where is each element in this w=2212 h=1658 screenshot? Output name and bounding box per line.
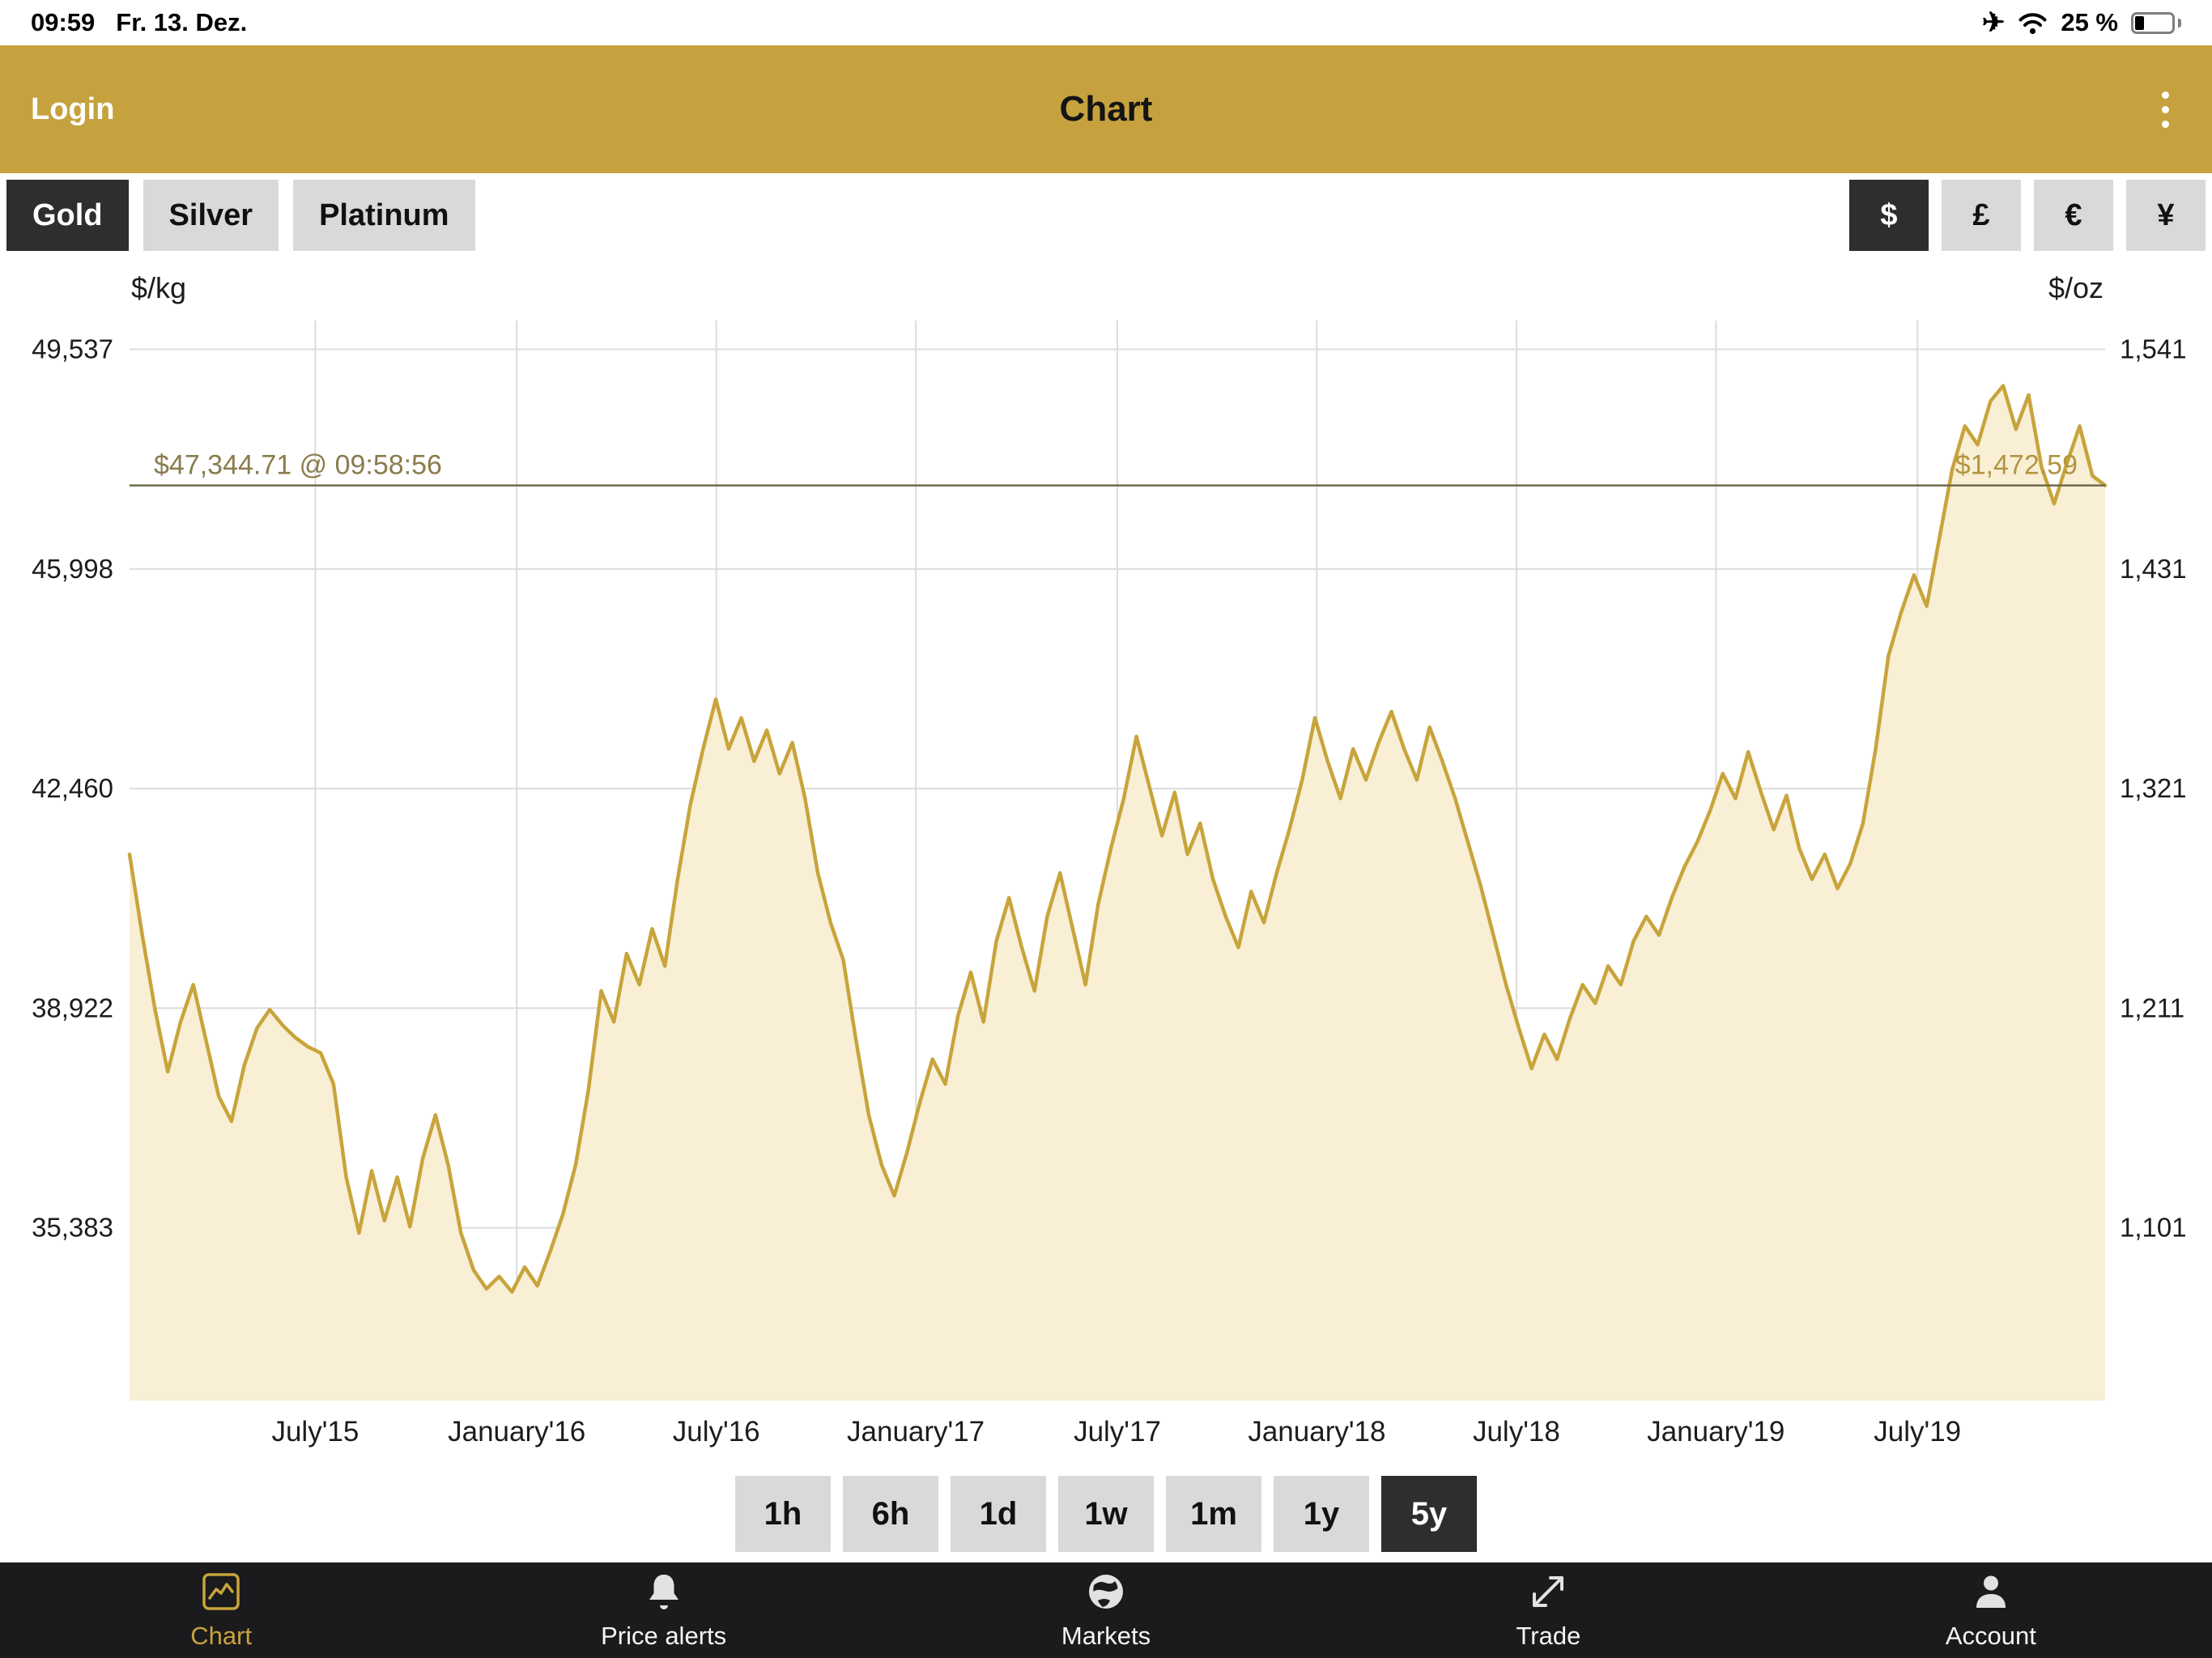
tab-price-alerts[interactable]: Price alerts xyxy=(442,1562,884,1658)
gold-price-chart[interactable]: 49,537 1,541 45,998 1,431 42,460 1,321 38,922 1… xyxy=(0,257,2212,1465)
svg-text:1,321: 1,321 xyxy=(2120,773,2187,803)
svg-text:1,541: 1,541 xyxy=(2120,334,2187,364)
price-line-series xyxy=(127,384,2108,1295)
menu-dot xyxy=(2161,91,2169,99)
tab-platinum[interactable]: Platinum xyxy=(293,180,475,251)
svg-text:$/oz: $/oz xyxy=(2048,271,2104,304)
menu-dot xyxy=(2161,105,2169,113)
bottom-tab-bar: Chart Price alerts Markets xyxy=(0,1562,2212,1658)
tab-chart-label: Chart xyxy=(190,1622,253,1650)
range-button-row: 1h 6h 1d 1w 1m 1y 5y xyxy=(0,1465,2212,1562)
svg-text:July'16: July'16 xyxy=(673,1416,760,1448)
range-1h-button[interactable]: 1h xyxy=(735,1476,831,1552)
clock: 09:59 xyxy=(31,8,96,36)
range-6h-button[interactable]: 6h xyxy=(843,1476,938,1552)
airplane-mode-icon: ✈ xyxy=(1981,7,2006,38)
tab-gold[interactable]: Gold xyxy=(6,180,129,251)
battery-percent: 25 % xyxy=(2061,8,2118,36)
svg-text:July'17: July'17 xyxy=(1074,1416,1161,1448)
tab-account-label: Account xyxy=(1945,1622,2036,1650)
svg-text:1,101: 1,101 xyxy=(2120,1213,2187,1243)
svg-text:45,998: 45,998 xyxy=(32,554,113,584)
page-title: Chart xyxy=(1059,89,1153,129)
person-icon xyxy=(1971,1570,2011,1613)
svg-text:January'16: January'16 xyxy=(448,1416,585,1448)
overflow-menu-button[interactable] xyxy=(2149,91,2181,128)
bell-icon xyxy=(645,1570,683,1613)
tab-silver[interactable]: Silver xyxy=(143,180,279,251)
range-1m-button[interactable]: 1m xyxy=(1166,1476,1261,1552)
current-price-oz-label: $1,472.59 xyxy=(1955,450,2078,481)
battery-icon xyxy=(2131,11,2175,34)
svg-text:July'15: July'15 xyxy=(271,1416,359,1448)
svg-text:42,460: 42,460 xyxy=(32,773,113,803)
svg-text:$/kg: $/kg xyxy=(131,271,186,304)
tab-price-alerts-label: Price alerts xyxy=(601,1622,727,1650)
tab-trade-label: Trade xyxy=(1516,1622,1581,1650)
range-1w-button[interactable]: 1w xyxy=(1058,1476,1154,1552)
currency-eur-button[interactable]: € xyxy=(2034,180,2113,251)
chart-toolbar: Gold Silver Platinum $ £ € ¥ xyxy=(0,173,2212,257)
chart-icon xyxy=(201,1570,241,1613)
range-1d-button[interactable]: 1d xyxy=(951,1476,1046,1552)
globe-icon xyxy=(1086,1570,1126,1613)
svg-text:January'17: January'17 xyxy=(847,1416,985,1448)
battery-tip xyxy=(2178,18,2181,28)
svg-text:July'18: July'18 xyxy=(1473,1416,1560,1448)
svg-text:49,537: 49,537 xyxy=(32,334,113,364)
price-area xyxy=(130,385,2105,1401)
svg-text:38,922: 38,922 xyxy=(32,993,113,1022)
login-button[interactable]: Login xyxy=(31,91,115,126)
currency-gbp-button[interactable]: £ xyxy=(1942,180,2021,251)
svg-text:1,211: 1,211 xyxy=(2120,993,2184,1022)
svg-text:35,383: 35,383 xyxy=(32,1213,113,1243)
svg-text:January'19: January'19 xyxy=(1647,1416,1784,1448)
svg-text:July'19: July'19 xyxy=(1874,1416,1961,1448)
wifi-icon xyxy=(2018,12,2047,34)
tab-markets-label: Markets xyxy=(1061,1622,1151,1650)
range-1y-button[interactable]: 1y xyxy=(1274,1476,1369,1552)
status-bar: 09:59 Fr. 13. Dez. ✈ 25 % xyxy=(0,0,2212,45)
svg-text:1,431: 1,431 xyxy=(2120,554,2187,584)
trade-arrows-icon xyxy=(1528,1570,1568,1613)
tab-trade[interactable]: Trade xyxy=(1327,1562,1769,1658)
menu-dot xyxy=(2161,120,2169,128)
currency-group: $ £ € ¥ xyxy=(1849,180,2206,251)
current-price-kg-label: $47,344.71 @ 09:58:56 xyxy=(154,450,442,481)
tab-account[interactable]: Account xyxy=(1770,1562,2212,1658)
tab-markets[interactable]: Markets xyxy=(885,1562,1327,1658)
status-date: Fr. 13. Dez. xyxy=(116,8,248,36)
svg-text:January'18: January'18 xyxy=(1248,1416,1385,1448)
tab-chart[interactable]: Chart xyxy=(0,1562,442,1658)
currency-jpy-button[interactable]: ¥ xyxy=(2126,180,2206,251)
currency-usd-button[interactable]: $ xyxy=(1849,180,1929,251)
app-header: Login Chart xyxy=(0,45,2212,173)
range-5y-button[interactable]: 5y xyxy=(1381,1476,1477,1552)
